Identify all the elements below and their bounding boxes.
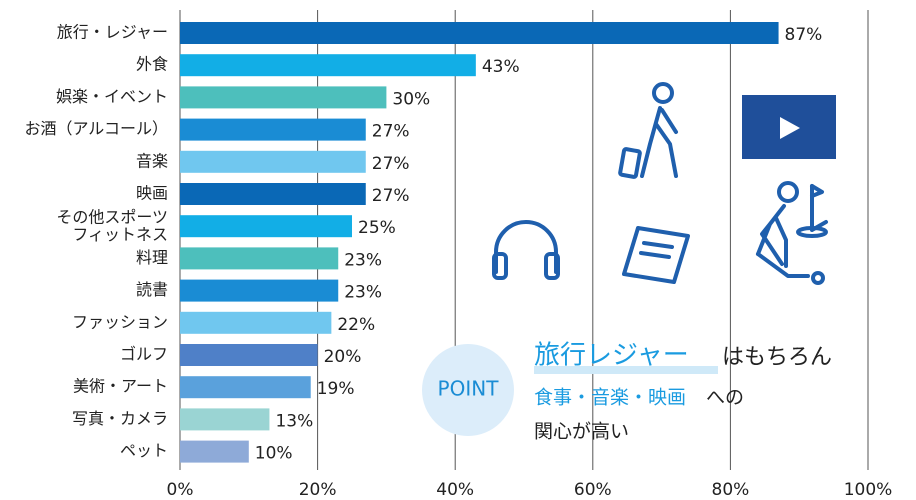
point-badge: [422, 344, 514, 436]
value-label: 23%: [344, 250, 382, 270]
value-label: 30%: [392, 89, 430, 109]
value-label: 87%: [785, 25, 823, 45]
y-tick-label: 読書: [136, 280, 168, 299]
bar: [180, 150, 366, 173]
x-tick-label: 60%: [574, 480, 612, 500]
highlight: [534, 366, 718, 374]
bar: [180, 440, 249, 463]
bar: [180, 215, 352, 238]
golfer-icon: [756, 181, 828, 285]
value-label: 43%: [482, 57, 520, 77]
y-tick-label: 旅行・レジャー: [57, 23, 168, 42]
book-icon: [622, 226, 690, 284]
y-tick-label: 美術・アート: [73, 377, 168, 396]
value-label: 25%: [358, 218, 396, 238]
value-label: 22%: [337, 315, 375, 335]
y-tick-label: ペット: [120, 441, 168, 460]
x-tick-label: 80%: [712, 480, 750, 500]
value-label: 23%: [344, 283, 382, 303]
y-tick-label: 娯楽・イベント: [56, 87, 168, 106]
value-label: 13%: [275, 411, 313, 431]
point-label: POINT: [438, 377, 500, 401]
value-label: 19%: [317, 379, 355, 399]
y-tick-label: 音楽: [136, 151, 168, 170]
y-tick-label: 料理: [136, 248, 168, 267]
value-label: 10%: [255, 444, 293, 464]
bar: [180, 408, 270, 431]
bar: [180, 311, 332, 334]
y-tick-label: その他スポーツフィットネス: [56, 207, 168, 244]
play-icon: [780, 117, 800, 139]
bar: [180, 54, 476, 77]
y-tick-label: 外食: [136, 55, 168, 74]
value-label: 27%: [372, 186, 410, 206]
x-tick-label: 40%: [436, 480, 474, 500]
y-tick-label: 写真・カメラ: [72, 409, 168, 428]
bar: [180, 376, 311, 399]
bar: [180, 22, 779, 44]
value-label: 27%: [372, 122, 410, 142]
annotation-text: はもちろん: [722, 345, 832, 370]
annotation-text: への: [706, 387, 744, 409]
annotation-text: 関心が高い: [534, 421, 629, 443]
y-tick-label: 映画: [136, 184, 168, 203]
headphones-icon: [492, 220, 560, 280]
bar: [180, 279, 339, 302]
value-label: 20%: [324, 347, 362, 367]
x-tick-label: 20%: [299, 480, 337, 500]
annotation-highlight: 旅行レジャー: [534, 341, 689, 371]
value-label: 27%: [372, 154, 410, 174]
y-tick-label: ファッション: [72, 312, 168, 331]
annotation-highlight: 食事・音楽・映画: [534, 387, 686, 409]
bar: [180, 247, 339, 270]
walker-icon: [618, 82, 678, 179]
bar: [180, 183, 366, 205]
y-tick-label: お酒（アルコール）: [24, 119, 168, 138]
y-tick-label: ゴルフ: [120, 345, 168, 364]
icons: [492, 82, 836, 285]
x-tick-label: 100%: [844, 480, 893, 500]
bar: [180, 118, 366, 141]
bar: [180, 86, 387, 109]
x-tick-label: 0%: [167, 480, 194, 500]
bar: [180, 344, 318, 366]
annotation: POINT 旅行レジャー はもちろん 食事・音楽・映画 への 関心が高い: [422, 341, 832, 443]
